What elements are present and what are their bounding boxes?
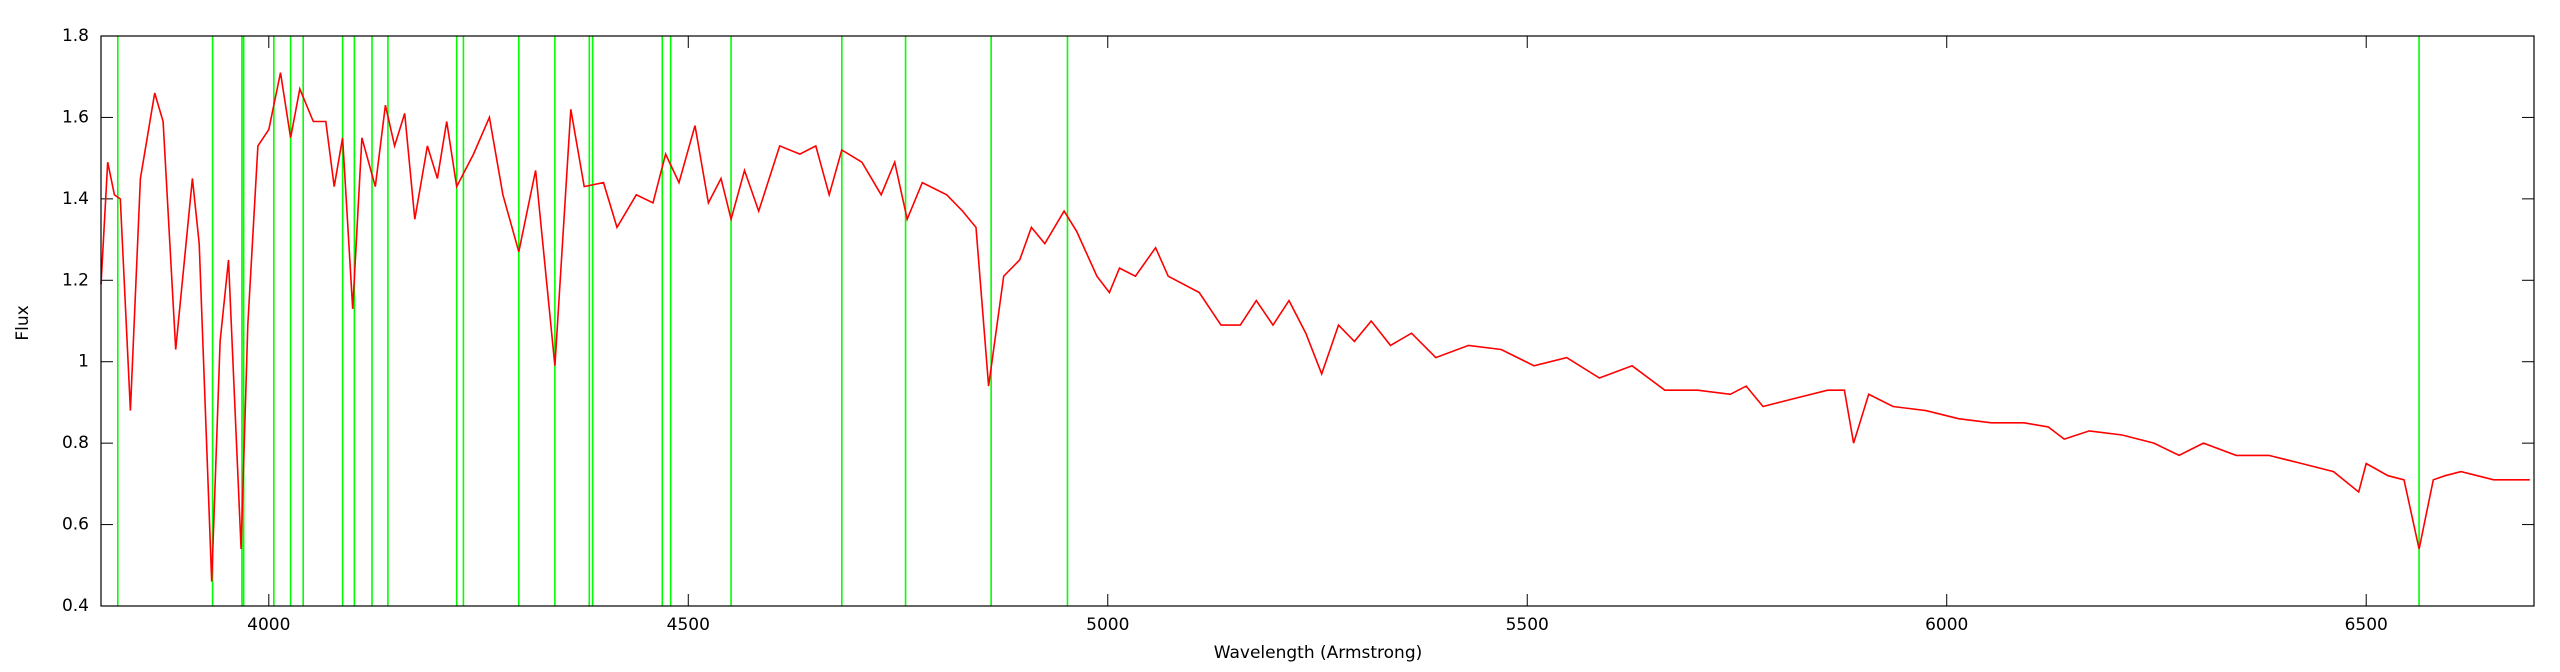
y-tick-label: 1.6 xyxy=(62,107,89,127)
y-tick-label: 1.2 xyxy=(62,270,89,290)
y-tick-label: 0.4 xyxy=(62,596,89,616)
spectrum-line xyxy=(100,72,2530,582)
y-tick-label: 1.8 xyxy=(62,26,89,46)
x-tick-label: 4000 xyxy=(247,615,290,635)
x-tick-label: 4500 xyxy=(667,615,710,635)
plot-frame xyxy=(100,35,2535,607)
x-tick-label: 5500 xyxy=(1506,615,1549,635)
y-tick-label: 1.4 xyxy=(62,189,89,209)
y-axis-label: Flux xyxy=(13,305,33,340)
y-tick-label: 0.6 xyxy=(62,515,89,535)
y-tick-label: 0.8 xyxy=(62,433,89,453)
x-tick-label: 6000 xyxy=(1925,615,1968,635)
x-tick-label: 5000 xyxy=(1086,615,1129,635)
x-tick-label: 6500 xyxy=(2345,615,2388,635)
y-tick-label: 1 xyxy=(78,352,89,372)
x-axis-label: Wavelength (Armstrong) xyxy=(1214,643,1423,663)
